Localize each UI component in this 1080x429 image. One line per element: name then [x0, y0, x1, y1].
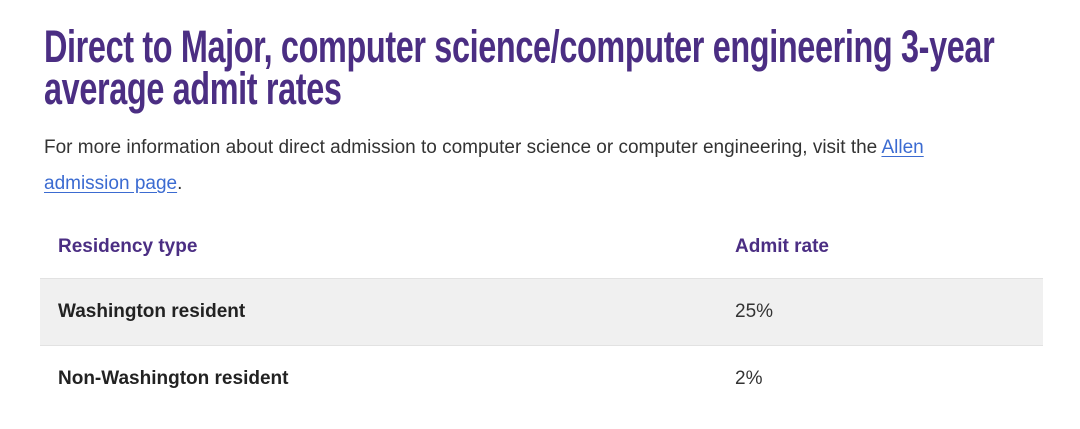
- residency-type-cell: Non-Washington resident: [58, 368, 289, 389]
- column-header-admit-rate: Admit rate: [735, 236, 829, 257]
- allen-admission-page-link[interactable]: Allen admission page: [44, 137, 924, 194]
- residency-type-cell: Washington resident: [58, 301, 246, 322]
- admit-rate-cell: 2%: [735, 368, 763, 389]
- table-row-washington-resident: Washington resident 25%: [40, 278, 1043, 346]
- page-title: Direct to Major, computer science/comput…: [44, 21, 995, 114]
- admit-rates-table: Residency type Admit rate Washington res…: [40, 214, 1043, 412]
- admit-rate-cell: 25%: [735, 301, 774, 322]
- intro-text-after-link: .: [177, 173, 183, 194]
- column-header-residency-type: Residency type: [58, 236, 198, 257]
- table-header-row: Residency type Admit rate: [40, 214, 1043, 279]
- table-row-non-washington-resident: Non-Washington resident 2%: [40, 345, 1043, 413]
- intro-paragraph: For more information about direct admiss…: [44, 130, 934, 202]
- intro-text-before-link: For more information about direct admiss…: [44, 137, 882, 158]
- content-area: Direct to Major, computer science/comput…: [40, 21, 1080, 412]
- heading-wrap: Direct to Major, computer science/comput…: [44, 21, 1080, 114]
